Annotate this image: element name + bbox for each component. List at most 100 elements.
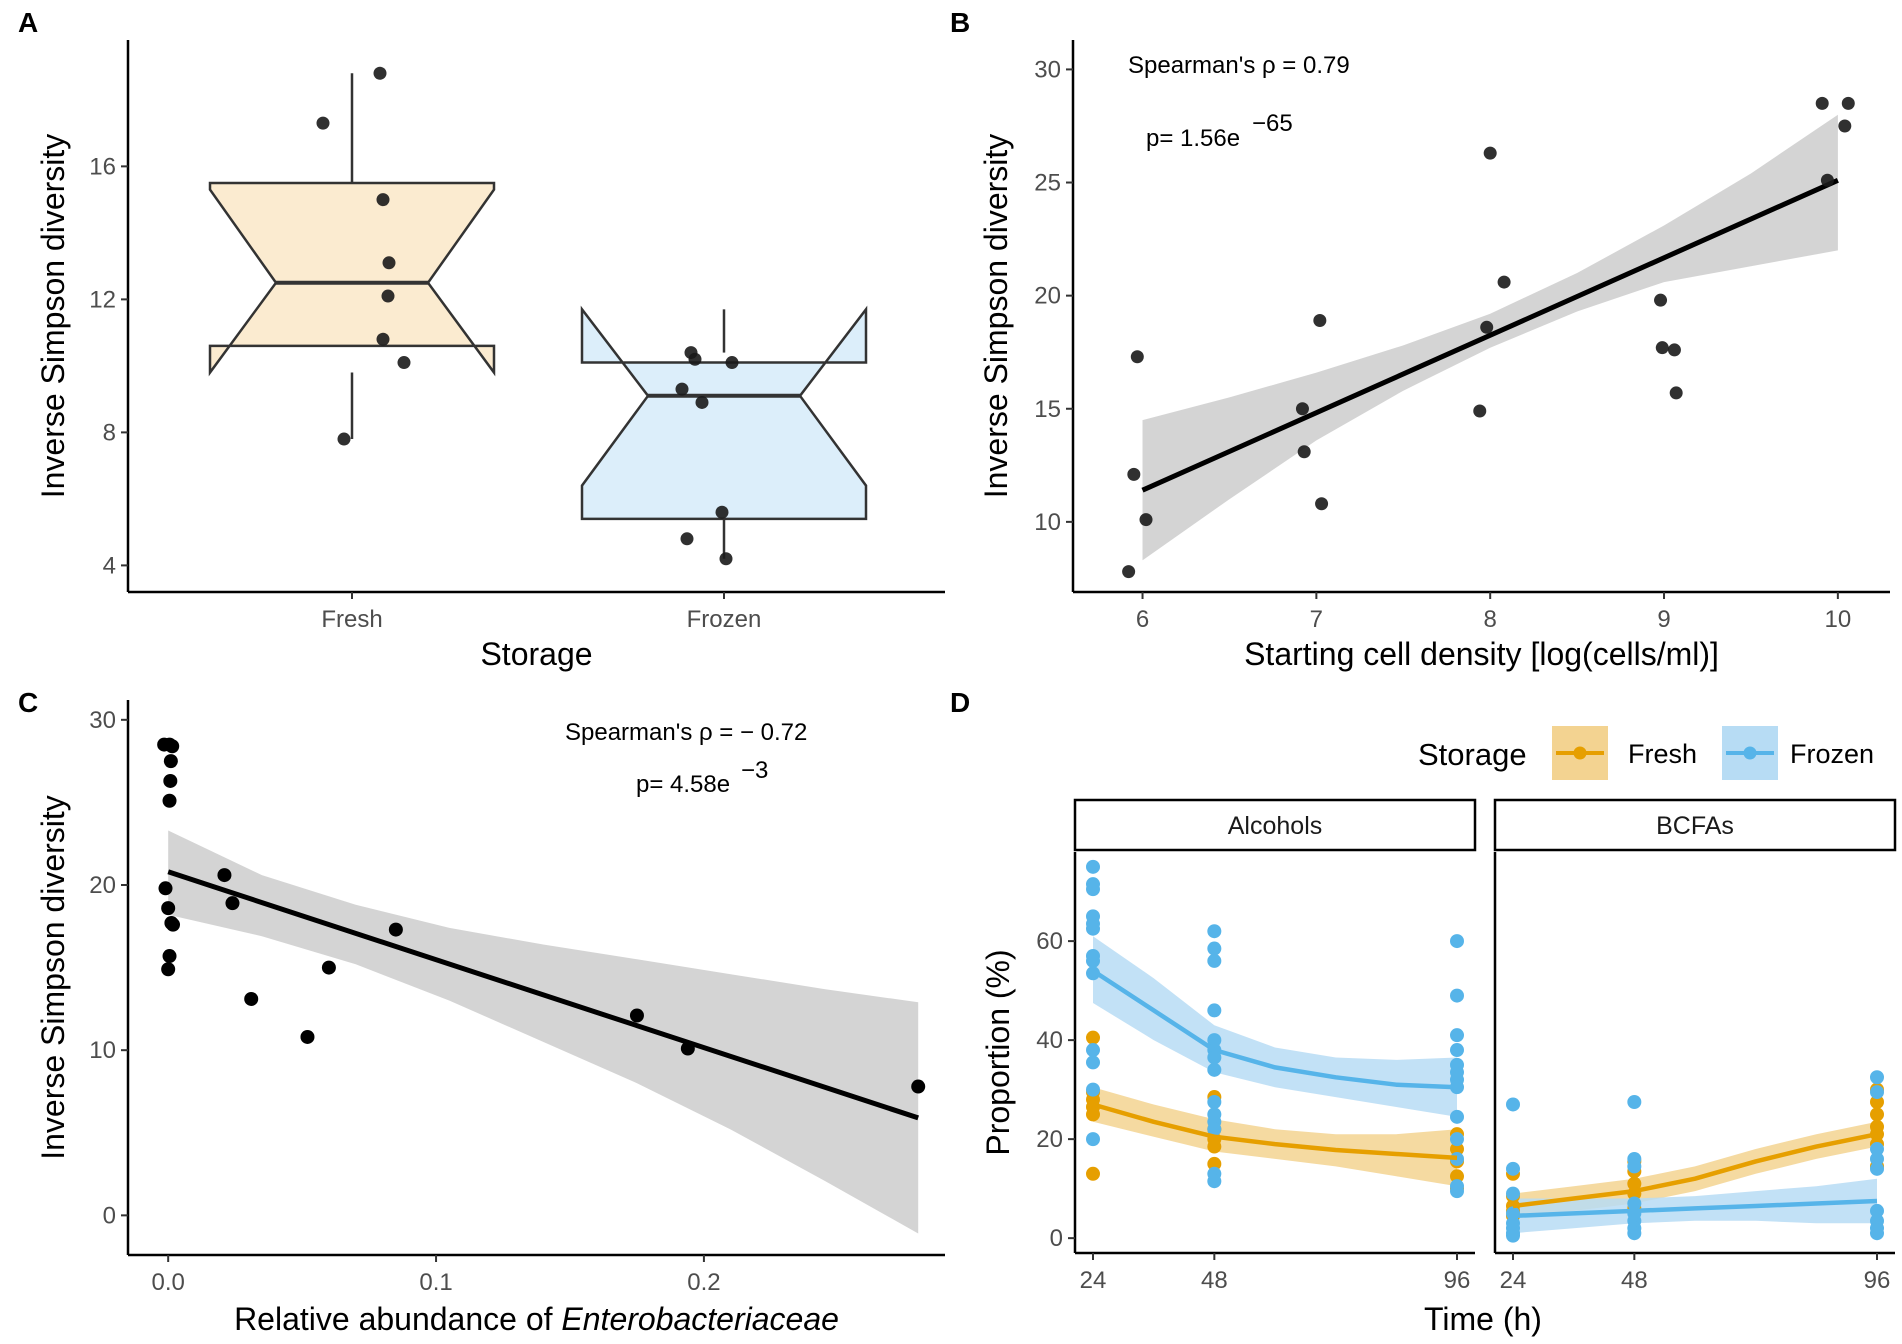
legend-label-fresh: Fresh — [1628, 739, 1697, 769]
data-point — [675, 382, 689, 396]
panel-b-y-axis-title: Inverse Simpson diversity — [978, 134, 1014, 499]
panel-c-x-axis-title: Relative abundance of Enterobacteriaceae — [234, 1301, 839, 1337]
legend-title: Storage — [1418, 737, 1527, 772]
panel-b-spearman-annotation: Spearman's ρ = 0.79 — [1128, 52, 1350, 79]
data-point — [715, 505, 729, 519]
data-point-frozen — [1086, 859, 1100, 874]
panel-c: C 0 10 20 30 0.0 0.1 0.2 Spearman's ρ = − 0.72 p=… — [18, 687, 945, 1337]
data-point — [1480, 320, 1494, 334]
x-axis-title-taxon: Enterobacteriaceae — [561, 1301, 839, 1337]
data-point — [162, 793, 177, 808]
data-point-fresh — [1450, 1169, 1464, 1184]
facet-strip-label: Alcohols — [1228, 812, 1323, 840]
data-point-frozen — [1086, 1132, 1100, 1147]
data-point — [373, 66, 387, 80]
panel-d: D Storage Fresh Frozen Alcohols 24 48 96 0 20 40 60… — [950, 687, 1897, 1337]
panel-a: A 4 8 12 16 Fresh Frozen Storage Inverse Simpson… — [18, 7, 945, 672]
data-point-frozen — [1627, 1226, 1642, 1241]
data-point-fresh — [1450, 1142, 1464, 1157]
data-point-fresh — [1086, 1166, 1100, 1181]
data-point — [376, 193, 390, 207]
data-point — [382, 256, 396, 270]
data-point-frozen — [1207, 941, 1222, 956]
data-point — [1297, 445, 1311, 459]
data-point — [719, 552, 733, 566]
data-point-frozen — [1207, 1033, 1222, 1048]
data-point — [163, 754, 178, 769]
data-point-fresh — [1207, 1139, 1222, 1154]
panel-c-x-tick-label: 0.2 — [687, 1269, 720, 1296]
data-point — [695, 395, 709, 409]
data-point-fresh — [1870, 1095, 1884, 1110]
data-point-frozen — [1450, 1028, 1464, 1043]
data-point — [161, 962, 176, 977]
data-point — [1295, 402, 1309, 416]
data-point-frozen — [1086, 1055, 1100, 1070]
data-point — [1130, 350, 1144, 364]
data-point — [161, 901, 176, 916]
data-point-fresh — [1627, 1176, 1642, 1191]
facet-x-tick-label: 96 — [1444, 1267, 1471, 1294]
data-point — [162, 949, 177, 964]
panel-b-x-tick-label: 7 — [1310, 606, 1323, 633]
data-point — [1838, 119, 1852, 133]
panel-b-y-tick-label: 30 — [1034, 56, 1061, 83]
panel-a-letter: A — [18, 7, 38, 38]
data-point — [316, 116, 330, 130]
data-point — [1655, 341, 1669, 355]
data-point — [688, 352, 702, 366]
data-point — [337, 432, 351, 446]
panel-b-p-exponent: −65 — [1252, 110, 1293, 137]
panel-a-y-tick-label: 12 — [89, 286, 116, 313]
data-point — [725, 356, 739, 370]
data-point-frozen — [1086, 1043, 1100, 1058]
data-point — [680, 532, 694, 546]
panel-c-p-exponent: −3 — [741, 757, 768, 784]
data-point-frozen — [1870, 1226, 1884, 1241]
data-point-frozen — [1627, 1159, 1642, 1174]
data-point — [1122, 565, 1136, 579]
data-point-frozen — [1207, 1050, 1222, 1065]
panel-b-letter: B — [950, 7, 970, 38]
data-point — [1313, 314, 1327, 328]
notched-box-frozen — [580, 305, 868, 521]
data-point-fresh — [1870, 1107, 1884, 1122]
smooth-line-frozen — [1512, 1198, 1878, 1219]
data-point — [1841, 96, 1855, 110]
data-point-frozen — [1086, 953, 1100, 968]
facet-x-tick-label: 48 — [1201, 1267, 1228, 1294]
facet-strip — [1493, 798, 1897, 852]
facet-x-tick-label: 48 — [1621, 1267, 1648, 1294]
data-point-frozen — [1627, 1196, 1642, 1211]
panel-b-y-tick-label: 15 — [1034, 396, 1061, 423]
smooth-line-frozen — [1091, 968, 1458, 1090]
smooth-band-fresh — [1093, 1087, 1457, 1187]
data-point — [225, 896, 240, 911]
data-point — [1654, 293, 1668, 307]
data-point-frozen — [1207, 953, 1222, 968]
data-point-frozen — [1506, 1186, 1520, 1201]
data-point — [381, 289, 395, 303]
data-point — [911, 1079, 926, 1094]
data-point-frozen — [1450, 1109, 1464, 1124]
panel-b-x-tick-label: 9 — [1657, 606, 1670, 633]
data-point-fresh — [1086, 1030, 1100, 1045]
smooth-band-frozen — [1513, 1178, 1877, 1234]
panel-c-y-tick-label: 0 — [103, 1202, 116, 1229]
data-point — [1815, 96, 1829, 110]
data-point-frozen — [1870, 1142, 1884, 1157]
data-point-frozen — [1086, 921, 1100, 936]
regression-line — [1141, 178, 1839, 493]
data-point — [388, 922, 403, 937]
data-point-frozen — [1627, 1095, 1642, 1110]
panel-b-x-axis-title: Starting cell density [log(cells/ml)] — [1244, 636, 1719, 672]
panel-a-x-tick-label: Fresh — [321, 606, 382, 633]
data-point-fresh — [1207, 1156, 1222, 1171]
data-point — [1820, 173, 1834, 187]
data-point — [321, 960, 336, 975]
facet-x-tick-label: 24 — [1500, 1267, 1527, 1294]
data-point-frozen — [1450, 1132, 1464, 1147]
panel-b-y-tick-label: 10 — [1034, 509, 1061, 536]
data-point-frozen — [1207, 1122, 1222, 1137]
legend: Storage Fresh Frozen — [1418, 726, 1874, 780]
